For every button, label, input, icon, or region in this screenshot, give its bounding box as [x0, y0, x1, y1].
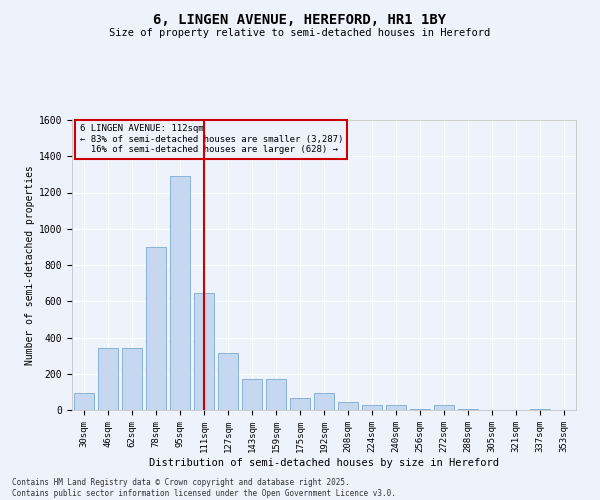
Text: Size of property relative to semi-detached houses in Hereford: Size of property relative to semi-detach…: [109, 28, 491, 38]
Bar: [290, 398, 310, 410]
Text: Contains HM Land Registry data © Crown copyright and database right 2025.
Contai: Contains HM Land Registry data © Crown c…: [12, 478, 396, 498]
X-axis label: Distribution of semi-detached houses by size in Hereford: Distribution of semi-detached houses by …: [149, 458, 499, 468]
Bar: [218, 353, 238, 410]
Bar: [338, 402, 358, 410]
Text: 6, LINGEN AVENUE, HEREFORD, HR1 1BY: 6, LINGEN AVENUE, HEREFORD, HR1 1BY: [154, 12, 446, 26]
Bar: [362, 405, 382, 410]
Bar: [266, 379, 286, 410]
Bar: [410, 409, 430, 410]
Bar: [386, 405, 406, 410]
Bar: [74, 393, 94, 410]
Bar: [98, 348, 118, 410]
Y-axis label: Number of semi-detached properties: Number of semi-detached properties: [25, 165, 35, 365]
Bar: [314, 393, 334, 410]
Bar: [242, 379, 262, 410]
Bar: [194, 293, 214, 410]
Bar: [146, 247, 166, 410]
Text: 6 LINGEN AVENUE: 112sqm
← 83% of semi-detached houses are smaller (3,287)
  16% : 6 LINGEN AVENUE: 112sqm ← 83% of semi-de…: [80, 124, 343, 154]
Bar: [170, 176, 190, 410]
Bar: [122, 348, 142, 410]
Bar: [434, 405, 454, 410]
Bar: [530, 409, 550, 410]
Bar: [458, 409, 478, 410]
